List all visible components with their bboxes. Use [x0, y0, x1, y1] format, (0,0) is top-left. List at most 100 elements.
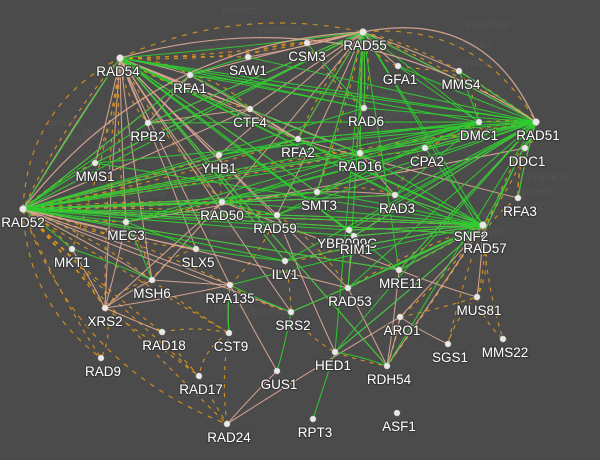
graph-node-mus81[interactable]	[473, 293, 481, 301]
graph-edge	[22, 208, 286, 262]
graph-node-rad18[interactable]	[158, 328, 166, 336]
graph-edge	[22, 57, 121, 210]
graph-node-rfa3[interactable]	[514, 194, 522, 202]
graph-node-rad16[interactable]	[356, 149, 364, 157]
graph-node-rad24[interactable]	[223, 420, 231, 428]
graph-node-label: CPA2	[410, 154, 444, 169]
graph-node-smt3[interactable]	[313, 188, 321, 196]
graph-node-aro1[interactable]	[396, 313, 404, 321]
graph-edge	[476, 224, 484, 298]
graph-edge	[198, 375, 228, 425]
graph-node-rad57[interactable]	[479, 231, 487, 239]
graph-edge	[399, 224, 484, 318]
graph-node-rad55[interactable]	[359, 28, 367, 36]
graph-node-msh6[interactable]	[148, 276, 156, 284]
node-layer[interactable]	[19, 28, 540, 428]
graph-edge	[517, 121, 537, 199]
graph-node-csm3[interactable]	[303, 39, 311, 47]
graph-edge	[386, 224, 484, 367]
watermark-text: genetic	[196, 291, 232, 303]
graph-node-cst9[interactable]	[225, 329, 233, 337]
graph-edge	[221, 201, 278, 216]
graph-node-xrs2[interactable]	[101, 304, 109, 312]
graph-node-mms4[interactable]	[455, 67, 463, 75]
graph-edge	[119, 57, 286, 262]
graph-node-rad53[interactable]	[344, 284, 352, 292]
graph-edge	[22, 208, 484, 236]
graph-edge	[229, 284, 278, 372]
graph-edge	[394, 121, 480, 196]
graph-node-yhb1[interactable]	[215, 151, 223, 159]
graph-node-rim1[interactable]	[350, 232, 358, 240]
graph-node-rad9[interactable]	[97, 354, 105, 362]
graph-node-label: CTF4	[233, 115, 267, 130]
graph-node-mms22[interactable]	[499, 335, 507, 343]
watermark-text: genetic	[90, 281, 126, 293]
graph-edge-arc	[22, 57, 121, 210]
graph-edge	[147, 74, 191, 124]
graph-node-rad52[interactable]	[19, 205, 27, 213]
graph-edge	[226, 370, 278, 425]
graph-node-rad59[interactable]	[273, 211, 281, 219]
graph-node-dmc1[interactable]	[475, 118, 483, 126]
graph-node-label: SRS2	[275, 318, 310, 333]
graph-node-saw1[interactable]	[244, 53, 252, 61]
graph-node-label: RPA135	[205, 291, 254, 306]
graph-node-sgs1[interactable]	[444, 340, 452, 348]
graph-node-mms1[interactable]	[91, 159, 99, 167]
graph-node-rad17[interactable]	[195, 372, 203, 380]
graph-node-ilv1[interactable]	[281, 257, 289, 265]
graph-edge	[104, 201, 223, 309]
graph-edge	[482, 121, 537, 236]
graph-node-label: YBR099C	[317, 236, 377, 251]
graph-node-ddc1[interactable]	[521, 144, 529, 152]
graph-edge	[218, 138, 299, 156]
graph-node-hed1[interactable]	[331, 348, 339, 356]
graph-edge	[276, 121, 537, 216]
graph-edge	[22, 162, 96, 210]
graph-edge	[119, 57, 349, 289]
graph-node-gfa1[interactable]	[394, 62, 402, 70]
graph-edge	[297, 138, 484, 226]
node-label-layer: RAD54 RFA1 SAW1 CSM3 RAD55 GFA1 MMS4 RPB2 CTF4 RA…	[0, 37, 561, 446]
graph-node-label: RAD9	[85, 364, 121, 379]
graph-node-gus1[interactable]	[273, 367, 281, 375]
graph-node-asf1[interactable]	[393, 409, 401, 417]
graph-node-rfa1[interactable]	[186, 71, 194, 79]
graph-node-rpb2[interactable]	[144, 119, 152, 127]
graph-edge	[362, 31, 366, 109]
graph-node-rfa2[interactable]	[294, 135, 302, 143]
graph-edge	[189, 74, 251, 110]
graph-node-cpa2[interactable]	[421, 144, 429, 152]
graph-node-rpt3[interactable]	[309, 415, 317, 423]
graph-edge	[218, 121, 480, 156]
graph-edge	[362, 31, 460, 72]
graph-node-ybr099c[interactable]	[345, 226, 353, 234]
graph-edge	[348, 224, 484, 231]
graph-node-ctf4[interactable]	[246, 105, 254, 113]
graph-node-srs2[interactable]	[287, 308, 295, 316]
graph-edge	[316, 191, 484, 226]
graph-node-rad50[interactable]	[218, 198, 226, 206]
graph-node-slx5[interactable]	[192, 245, 200, 253]
graph-node-mkt1[interactable]	[68, 245, 76, 253]
graph-edge	[359, 152, 484, 226]
graph-edge	[221, 201, 278, 216]
graph-edge	[458, 70, 480, 123]
graph-edge	[151, 279, 230, 334]
graph-edge	[362, 31, 484, 236]
graph-node-mre11[interactable]	[395, 266, 403, 274]
graph-node-mec3[interactable]	[122, 218, 130, 226]
graph-node-rad6[interactable]	[360, 104, 368, 112]
graph-node-label: RPB2	[130, 129, 165, 144]
graph-node-rad51[interactable]	[532, 118, 540, 126]
graph-node-rad3[interactable]	[391, 191, 399, 199]
graph-edge-arc	[362, 27, 537, 123]
graph-node-snf2[interactable]	[479, 221, 487, 229]
graph-node-rdh54[interactable]	[383, 362, 391, 370]
graph-node-rad54[interactable]	[116, 54, 124, 62]
graph-node-rpa135[interactable]	[226, 281, 234, 289]
graph-edge	[119, 31, 364, 59]
